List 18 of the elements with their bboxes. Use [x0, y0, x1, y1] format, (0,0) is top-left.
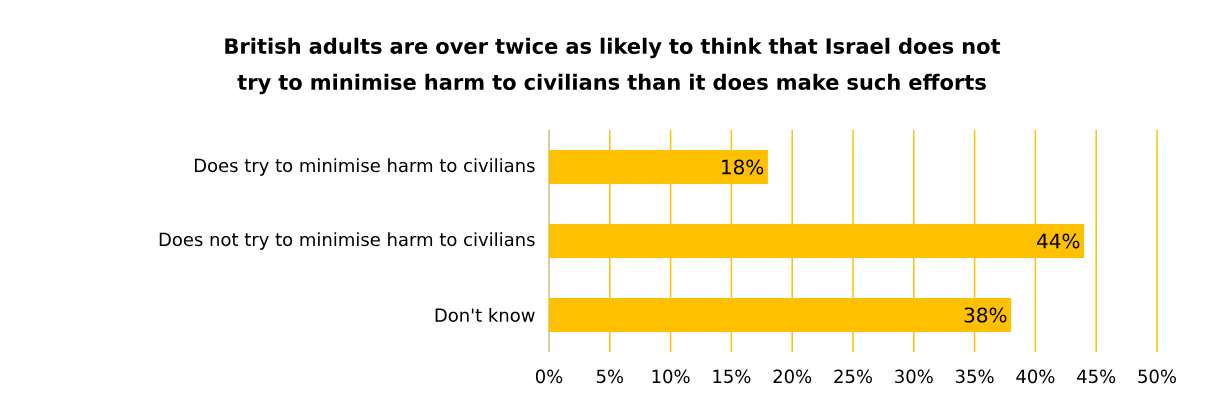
x-tick-label: 15% — [713, 369, 751, 384]
x-tick-label: 20% — [773, 369, 812, 384]
x-tick-label: 35% — [955, 369, 994, 384]
y-tick-label: Does try to minimise harm to civilians — [194, 158, 535, 176]
x-tick-label: 30% — [895, 369, 933, 384]
y-tick-label: Does not try to minimise harm to civilians — [159, 232, 535, 250]
x-tick-label: 5% — [596, 369, 624, 384]
data-label: 18% — [722, 159, 764, 175]
x-tick-label: 25% — [834, 369, 872, 384]
x-tick-label: 10% — [652, 369, 690, 384]
chart-title: British adults are over twice as likely to think that Israel does not try to minimise harm to civilians than it does make such efforts — [225, 37, 1001, 95]
data-label: 38% — [964, 307, 1007, 323]
x-tick-label: 0% — [535, 369, 563, 384]
data-label: 44% — [1037, 233, 1080, 249]
x-tick-label: 45% — [1077, 369, 1116, 384]
x-tick-label: 40% — [1016, 369, 1055, 384]
y-tick-label: Don't know — [435, 308, 535, 322]
x-tick-label: 50% — [1138, 369, 1176, 384]
